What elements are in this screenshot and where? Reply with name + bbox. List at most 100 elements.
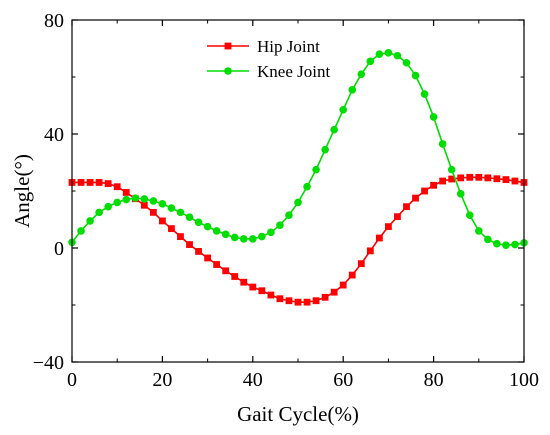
series-hip-joint [68,173,528,306]
series-line [72,176,525,303]
data-point [330,288,338,296]
data-point [375,234,383,242]
data-point [511,177,519,185]
data-point [285,211,293,220]
legend-marker [224,67,232,75]
data-point [384,48,393,57]
data-point [348,271,356,279]
data-point [239,235,248,243]
x-tick-label: 0 [67,369,77,391]
data-point [122,195,131,204]
data-point [420,90,429,98]
data-point [339,105,348,114]
data-point [240,278,248,286]
data-point [493,239,501,248]
y-tick-label: 80 [44,10,64,32]
data-point [484,174,492,182]
data-point [385,223,392,231]
data-point [104,202,112,211]
x-axis-label: Gait Cycle(%) [237,402,359,426]
data-point [149,197,158,205]
data-point [411,71,420,80]
data-point [77,227,85,235]
data-point [438,140,447,148]
data-point [430,181,437,189]
data-point [393,51,402,60]
data-point [95,208,103,217]
data-point [167,204,176,212]
data-point [113,198,121,207]
data-point [176,208,185,217]
data-point [95,179,103,186]
data-point [366,247,374,255]
data-point [465,211,474,220]
data-point [249,283,257,291]
data-point [321,145,329,154]
data-point [484,235,492,244]
series-layer [68,48,528,306]
data-point [303,182,311,191]
data-point [186,241,193,248]
legend-entry: Hip Joint [207,37,320,56]
data-point [113,183,121,191]
data-point [321,293,329,301]
data-point [357,70,366,78]
data-point [104,180,112,187]
data-point [77,179,85,186]
data-point [212,227,221,235]
data-point [159,217,166,225]
data-point [285,297,293,305]
data-point [222,267,230,275]
data-point [330,125,338,134]
data-point [267,291,275,299]
data-point [475,173,483,181]
data-point [203,222,212,231]
data-point [213,261,221,268]
series-knee-joint [68,48,528,249]
data-point [357,260,365,268]
data-point [294,198,302,207]
data-point [375,50,384,58]
data-point [339,281,347,289]
data-point [258,287,266,295]
x-tick-label: 40 [243,369,263,391]
data-point [475,227,483,235]
y-tick-label: −40 [33,352,64,374]
legend-marker [224,42,232,50]
series-line [71,51,525,246]
data-point [403,203,410,211]
legend-label: Hip Joint [257,37,320,56]
data-point [177,233,184,240]
x-tick-label: 100 [509,369,539,391]
y-axis-label: Angle(°) [10,154,34,228]
data-point [158,200,167,208]
data-point [412,194,419,202]
data-point [276,295,284,303]
data-point [194,218,203,227]
data-point [185,213,194,222]
data-point [429,113,438,121]
data-point [312,297,320,305]
x-tick-label: 60 [333,369,353,391]
data-point [86,179,94,186]
data-point [439,177,447,185]
data-point [456,190,465,198]
data-point [140,195,149,203]
x-tick-label: 20 [152,369,172,391]
y-tick-label: 0 [54,238,64,260]
data-point [249,235,257,243]
data-point [131,194,140,202]
data-point [122,189,130,196]
data-point [86,217,94,225]
data-point [511,240,519,249]
data-point [448,175,456,183]
data-point [149,208,157,216]
legend: Hip Joint Knee Joint [207,37,330,81]
data-point [447,165,456,174]
data-point [421,187,428,195]
x-tick-label: 80 [424,369,444,391]
data-point [195,248,202,255]
data-point [394,213,401,221]
